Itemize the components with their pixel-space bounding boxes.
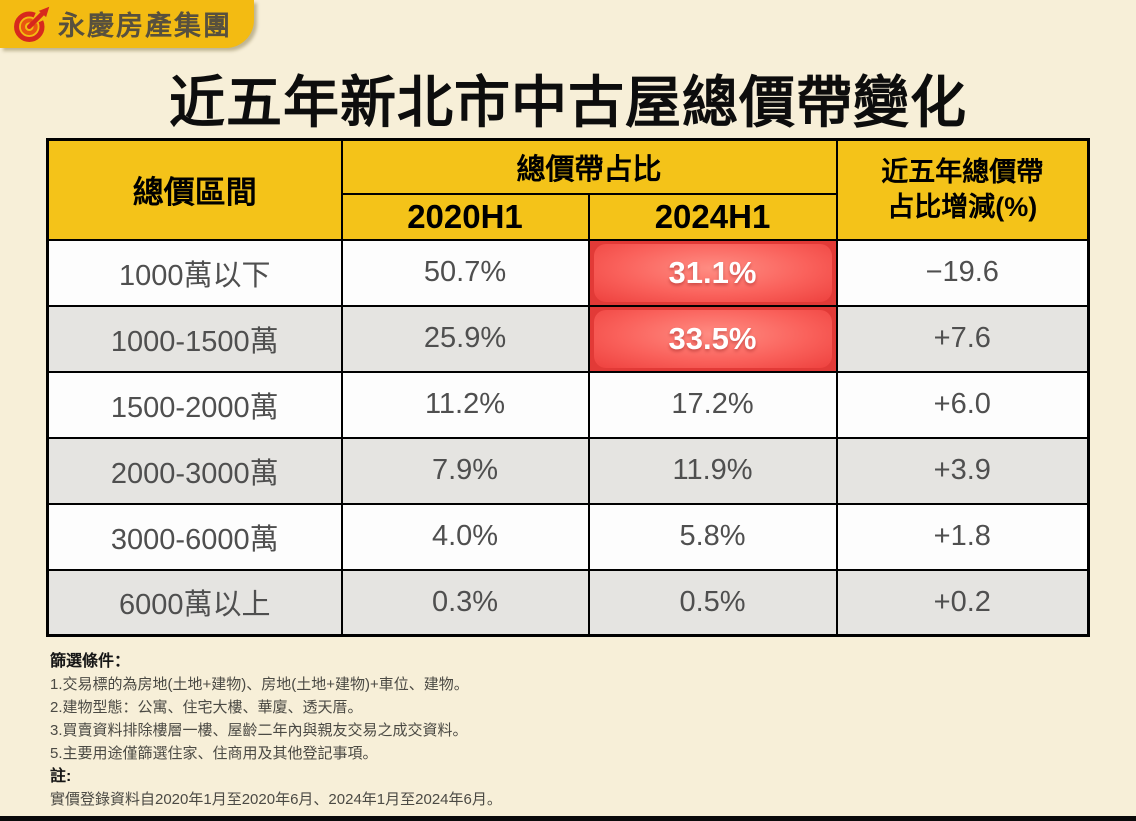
value-2020-cell: 4.0% — [340, 502, 590, 571]
change-cell: +0.2 — [835, 568, 1090, 637]
bottom-divider — [0, 816, 1136, 821]
filter-condition-item: 2.建物型態：公寓、住宅大樓、華廈、透天厝。 — [50, 699, 363, 716]
group-header-share: 總價帶占比 — [340, 138, 838, 195]
filter-conditions-heading: 篩選條件： — [50, 653, 131, 670]
col-header-price-range: 總價區間 — [46, 138, 343, 241]
value-2024-cell: 0.5% — [587, 568, 838, 637]
sub-header-2020h1: 2020H1 — [340, 192, 590, 241]
filter-condition-item: 5.主要用途僅篩選住家、住商用及其他登記事項。 — [50, 745, 378, 762]
highlight-pill: 31.1% — [593, 243, 832, 302]
price-range-cell: 2000-3000萬 — [46, 436, 343, 505]
filter-condition-item: 3.買賣資料排除樓層一樓、屋齡二年內與親友交易之成交資料。 — [50, 722, 468, 739]
table-subheader-row: 2020H1 2024H1 — [48, 192, 1089, 241]
change-cell: +1.8 — [835, 502, 1090, 571]
price-range-cell: 3000-6000萬 — [46, 502, 343, 571]
price-band-table: 總價區間 總價帶占比 近五年總價帶 占比增減(%) 2020H1 2024H1 … — [46, 138, 1091, 637]
value-2020-cell: 0.3% — [340, 568, 590, 637]
change-cell: +6.0 — [835, 370, 1090, 439]
change-cell: −19.6 — [835, 238, 1090, 307]
table-row: 1500-2000萬 11.2% 17.2% +6.0 — [46, 370, 1090, 439]
price-range-cell: 6000萬以上 — [46, 568, 343, 637]
change-cell: +3.9 — [835, 436, 1090, 505]
table-row: 1000萬以下 50.7% 31.1% −19.6 — [46, 238, 1090, 307]
highlight-value: 31.1% — [668, 254, 757, 290]
note-heading: 註: — [50, 768, 72, 785]
value-2024-cell-highlighted: 33.5% — [587, 304, 838, 373]
col-header-change: 近五年總價帶 占比增減(%) — [835, 138, 1090, 241]
value-2020-cell: 7.9% — [340, 436, 590, 505]
price-range-cell: 1500-2000萬 — [46, 370, 343, 439]
value-2024-cell: 5.8% — [587, 502, 838, 571]
footnotes: 篩選條件： 1.交易標的為房地(土地+建物)、房地(土地+建物)+車位、建物。 … — [50, 650, 810, 811]
value-2024-cell: 11.9% — [587, 436, 838, 505]
col-header-change-line2: 占比增減(%) — [887, 191, 1038, 222]
highlight-pill: 33.5% — [593, 309, 832, 368]
filter-condition-item: 1.交易標的為房地(土地+建物)、房地(土地+建物)+車位、建物。 — [50, 676, 469, 693]
yungching-logo-icon — [14, 4, 52, 42]
sub-header-2024h1: 2024H1 — [587, 192, 838, 241]
col-header-change-line1: 近五年總價帶 — [881, 156, 1044, 187]
price-range-cell: 1000-1500萬 — [46, 304, 343, 373]
highlight-value: 33.5% — [668, 320, 757, 356]
table-row: 3000-6000萬 4.0% 5.8% +1.8 — [46, 502, 1090, 571]
table-header-row: 總價區間 總價帶占比 近五年總價帶 占比增減(%) — [46, 138, 1090, 241]
value-2020-cell: 25.9% — [340, 304, 590, 373]
page-title: 近五年新北市中古屋總價帶變化 — [169, 71, 967, 134]
change-cell: +7.6 — [835, 304, 1090, 373]
value-2020-cell: 50.7% — [340, 238, 590, 307]
table-row: 2000-3000萬 7.9% 11.9% +3.9 — [46, 436, 1090, 505]
note-text: 實價登錄資料自2020年1月至2020年6月、2024年1月至2024年6月。 — [50, 791, 502, 808]
brand-badge: 永慶房產集團 — [0, 0, 254, 48]
value-2024-cell: 17.2% — [587, 370, 838, 439]
table-row: 1000-1500萬 25.9% 33.5% +7.6 — [46, 304, 1090, 373]
table-row: 6000萬以上 0.3% 0.5% +0.2 — [46, 568, 1090, 637]
brand-name: 永慶房產集團 — [58, 10, 232, 41]
value-2020-cell: 11.2% — [340, 370, 590, 439]
price-range-cell: 1000萬以下 — [46, 238, 343, 307]
value-2024-cell-highlighted: 31.1% — [587, 238, 838, 307]
